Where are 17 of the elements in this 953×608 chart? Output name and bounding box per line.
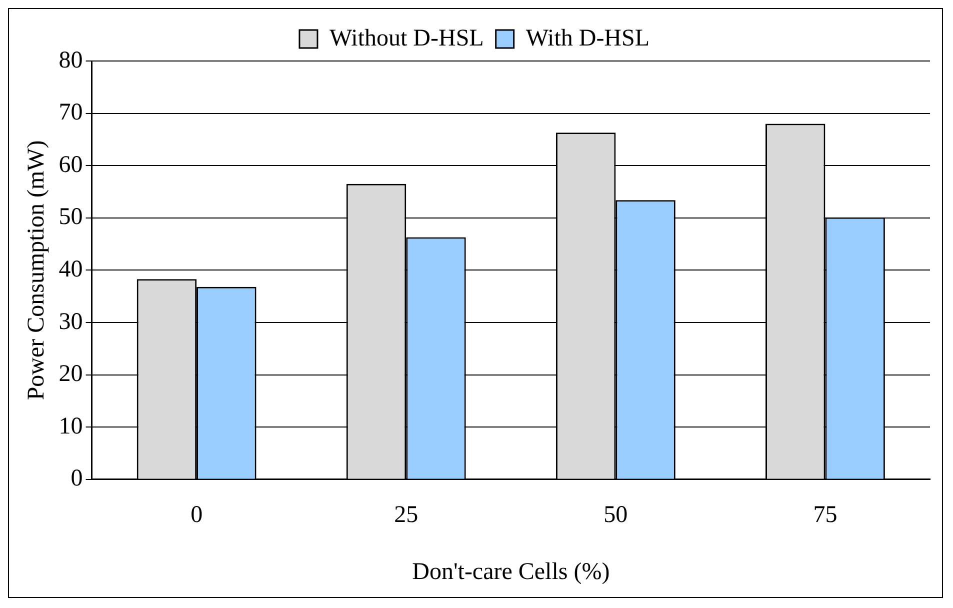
y-axis-title: Power Consumption (mW): [24, 140, 50, 400]
y-tick-label: 10: [58, 413, 83, 440]
y-tick-label: 60: [58, 152, 83, 178]
y-tick-label: 80: [58, 47, 83, 74]
y-tick-label: 40: [58, 256, 83, 282]
y-tick-label: 70: [58, 100, 83, 126]
y-tick-label: 30: [58, 308, 83, 335]
y-tick-label: 50: [58, 204, 83, 230]
x-tick-label: 50: [604, 502, 628, 528]
x-tick-label: 0: [190, 502, 203, 528]
x-tick-label: 25: [394, 502, 418, 528]
legend-label: With D-HSL: [526, 25, 650, 52]
x-tick-label: 75: [813, 502, 838, 528]
legend-label: Without D-HSL: [329, 25, 484, 52]
y-tick-label: 0: [70, 466, 83, 492]
x-axis-title: Don't-care Cells (%): [412, 558, 610, 585]
y-tick-label: 20: [58, 361, 83, 388]
